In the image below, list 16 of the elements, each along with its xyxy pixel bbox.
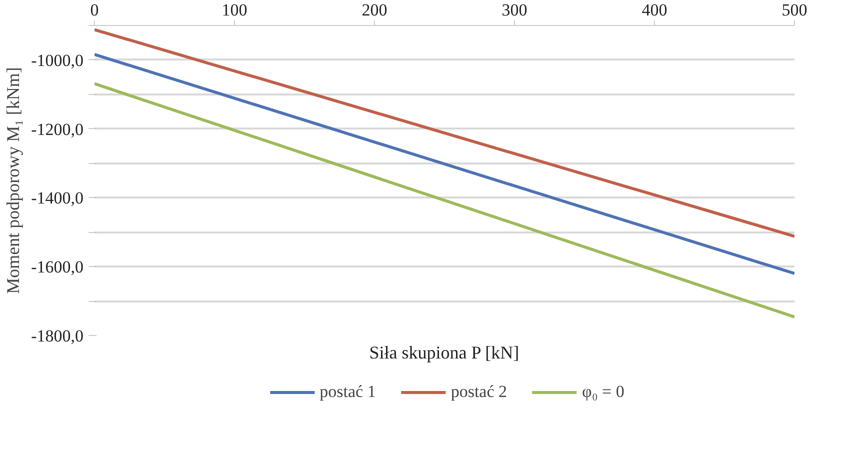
x-tick-label: 400 [642, 0, 668, 20]
x-tick-label: 300 [502, 0, 528, 20]
y-tick-label: -1000,0 [31, 50, 84, 70]
y-tick-label: -1800,0 [31, 326, 84, 346]
x-tick-label: 500 [782, 0, 808, 20]
y-tick-label: -1400,0 [31, 188, 84, 208]
x-tick-label: 0 [90, 0, 99, 20]
y-tick-label: -1200,0 [31, 120, 84, 139]
y-tick-label: -1600,0 [31, 258, 84, 277]
legend-label: postać 1 [320, 382, 376, 402]
x-tick-label: 200 [362, 0, 388, 20]
y-axis-title: Moment podporowy M₁ [kNm] [3, 67, 24, 294]
x-tick-label: 100 [222, 0, 248, 20]
x-axis-title: Siła skupiona P [kN] [369, 342, 520, 362]
legend-label: φ₀ = 0 [582, 382, 624, 402]
legend-label: postać 2 [450, 382, 508, 402]
